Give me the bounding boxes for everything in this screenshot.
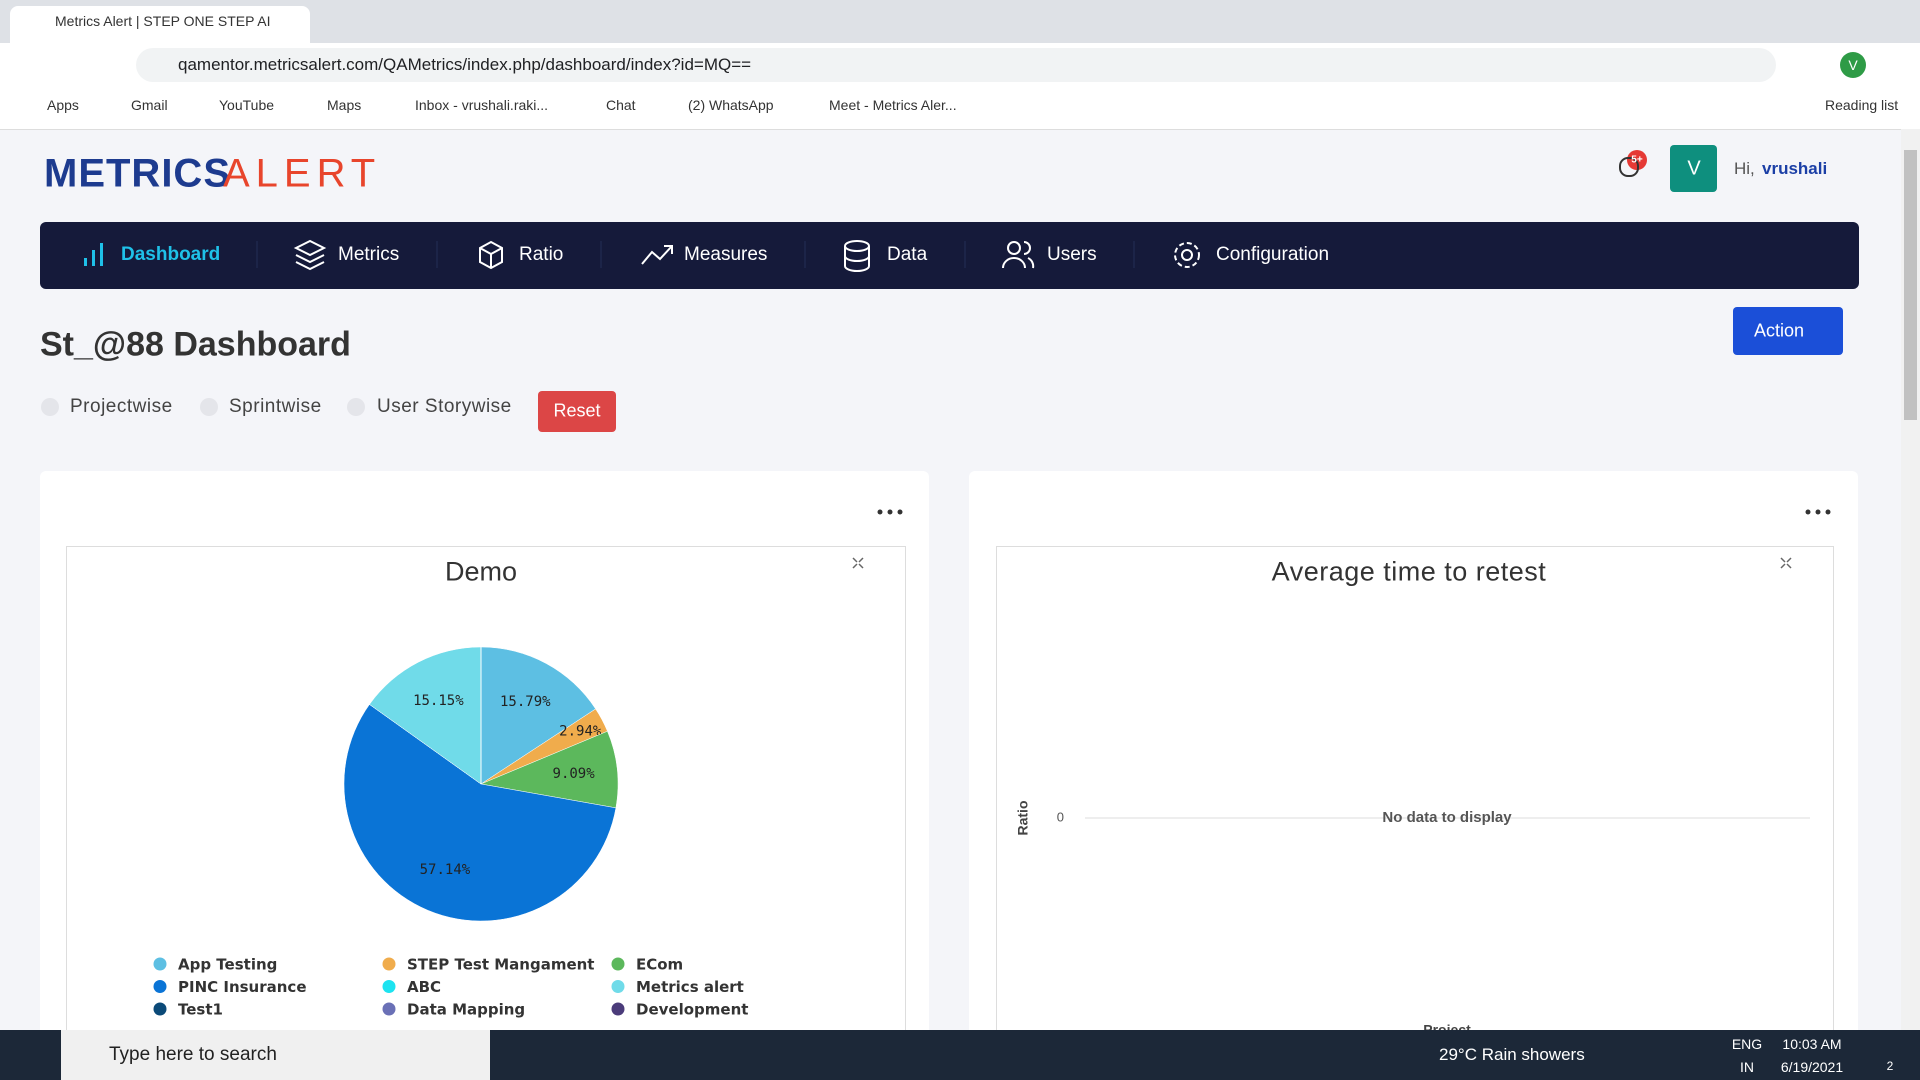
avatar-box[interactable] [1670, 145, 1717, 192]
data-label: 57.14% [420, 862, 471, 878]
pie-slice [343, 704, 617, 922]
legend-label: PINC Insurance [178, 978, 307, 996]
reset-button[interactable] [538, 391, 616, 432]
legend-swatch [153, 1002, 167, 1016]
legend-swatch [382, 1002, 396, 1016]
address-bar[interactable] [136, 48, 1776, 82]
legend-swatch [153, 957, 167, 971]
pie-slice [480, 646, 596, 785]
y-tick-label: 0 [1057, 809, 1064, 824]
legend-swatch [611, 1002, 625, 1016]
legend-label: Data Mapping [407, 1001, 525, 1019]
legend-label: Development [636, 1001, 748, 1019]
legend-swatch [611, 957, 625, 971]
profile-avatar[interactable] [1840, 52, 1866, 78]
legend-label: Metrics alert [636, 978, 744, 996]
y-axis-title: Ratio [1015, 801, 1031, 836]
search-box[interactable] [61, 1030, 490, 1080]
card [969, 471, 1858, 1071]
data-label: 15.79% [500, 694, 551, 710]
legend-label: Test1 [178, 1001, 223, 1019]
metrics-icon [293, 239, 327, 271]
data-label: 9.09% [553, 766, 596, 782]
badge [1627, 150, 1647, 170]
action-button[interactable] [1733, 307, 1843, 355]
legend-swatch [382, 957, 396, 971]
legend-label: ECom [636, 956, 683, 974]
ratio-icon [479, 240, 503, 270]
pie-slice [369, 646, 482, 785]
data-label: 15.15% [413, 693, 464, 709]
no-data: No data to display [1382, 809, 1512, 826]
y-axis-title: Ratio [1015, 801, 1031, 836]
legend-swatch [382, 980, 396, 993]
scrollbar-thumb[interactable] [1904, 150, 1917, 420]
data-label: 2.94% [559, 723, 602, 739]
pie-slice [480, 730, 619, 809]
legend-label: STEP Test Mangament [407, 956, 594, 974]
bell-icon[interactable] [1619, 157, 1639, 177]
tab[interactable] [10, 6, 310, 43]
legend-label: ABC [407, 978, 441, 996]
measures-icon [641, 245, 673, 265]
legend-swatch [611, 980, 625, 993]
legend-label: App Testing [178, 956, 277, 974]
tab-strip [0, 0, 1920, 43]
nav-bar [40, 222, 1859, 289]
legend-swatch [153, 980, 167, 993]
